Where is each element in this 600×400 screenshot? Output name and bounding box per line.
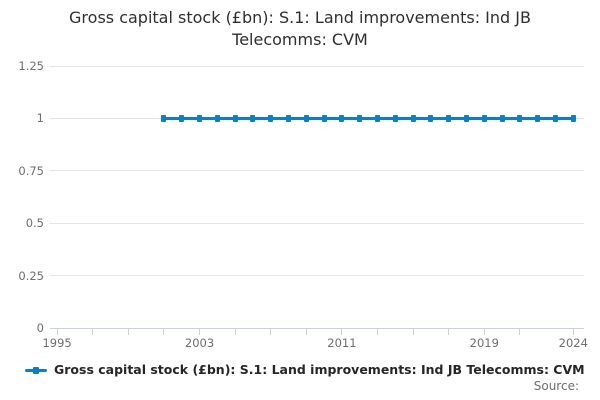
- series-point-marker: [197, 114, 203, 122]
- x-tick-mark: [56, 328, 58, 335]
- y-tick-label: 1: [36, 111, 44, 126]
- series-point-marker: [392, 114, 398, 122]
- gridline: [50, 170, 584, 172]
- gridline: [50, 222, 584, 224]
- x-tick-mark: [234, 328, 236, 335]
- series-point-marker: [517, 114, 523, 122]
- x-tick-mark: [305, 328, 307, 335]
- chart-title-line-2: Telecomms: CVM: [232, 30, 368, 49]
- series-point-marker: [357, 114, 363, 122]
- x-tick-label: 2024: [558, 336, 588, 350]
- x-tick-mark: [199, 328, 201, 335]
- series-point-marker: [321, 114, 327, 122]
- x-tick-mark: [92, 328, 94, 335]
- series-point-marker: [161, 114, 167, 122]
- series-point-marker: [535, 114, 541, 122]
- chart-title: Gross capital stock (£bn): S.1: Land imp…: [0, 7, 600, 51]
- series-point-marker: [303, 114, 309, 122]
- series-point-marker: [250, 114, 256, 122]
- series-point-marker: [375, 114, 381, 122]
- legend-item[interactable]: Gross capital stock (£bn): S.1: Land imp…: [25, 362, 585, 377]
- y-tick-label: 1.25: [18, 59, 44, 73]
- series-point-marker: [339, 114, 345, 122]
- y-tick-label: 0.25: [18, 268, 44, 283]
- series-point-marker: [553, 114, 559, 122]
- legend-point: [33, 366, 39, 374]
- series-point-marker: [179, 114, 185, 122]
- x-tick-mark: [519, 328, 521, 335]
- series-point-marker: [232, 114, 238, 122]
- x-tick-mark: [127, 328, 129, 335]
- series-point-marker: [499, 114, 505, 122]
- series-point-marker: [446, 114, 452, 122]
- x-tick-mark: [572, 328, 574, 335]
- series-point-marker: [428, 114, 434, 122]
- series-point-marker: [464, 114, 470, 122]
- chart-title-line-1: Gross capital stock (£bn): S.1: Land imp…: [69, 8, 531, 27]
- legend-line-marker-icon: [25, 365, 47, 375]
- x-tick-label: 2011: [327, 336, 357, 350]
- series-point-marker: [214, 114, 220, 122]
- x-tick-mark: [341, 328, 343, 335]
- series-point-marker: [268, 114, 274, 122]
- x-tick-mark: [377, 328, 379, 335]
- series-point-marker: [410, 114, 416, 122]
- series-line: [163, 116, 574, 120]
- x-tick-label: 2003: [184, 336, 215, 350]
- x-tick-mark: [270, 328, 272, 335]
- x-tick-mark: [448, 328, 450, 335]
- x-tick-mark: [483, 328, 485, 335]
- gridline: [50, 275, 584, 277]
- x-tick-mark: [163, 328, 165, 335]
- source-label: Source:: [533, 379, 579, 393]
- series-point-marker: [570, 114, 576, 122]
- series-point-marker: [481, 114, 487, 122]
- x-tick-mark: [412, 328, 414, 335]
- legend-label: Gross capital stock (£bn): S.1: Land imp…: [54, 362, 585, 377]
- y-tick-label: 0.5: [25, 216, 44, 231]
- x-tick-label: 2019: [469, 336, 499, 350]
- x-axis-line: [50, 327, 584, 329]
- y-tick-label: 0.75: [18, 163, 44, 178]
- gridline: [50, 65, 584, 67]
- y-tick-label: 0: [36, 321, 44, 335]
- x-tick-label: 1995: [42, 336, 72, 350]
- series-point-marker: [286, 114, 292, 122]
